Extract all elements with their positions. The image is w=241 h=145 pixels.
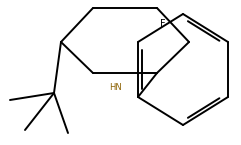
Text: HN: HN (110, 84, 122, 93)
Text: F: F (160, 19, 166, 29)
